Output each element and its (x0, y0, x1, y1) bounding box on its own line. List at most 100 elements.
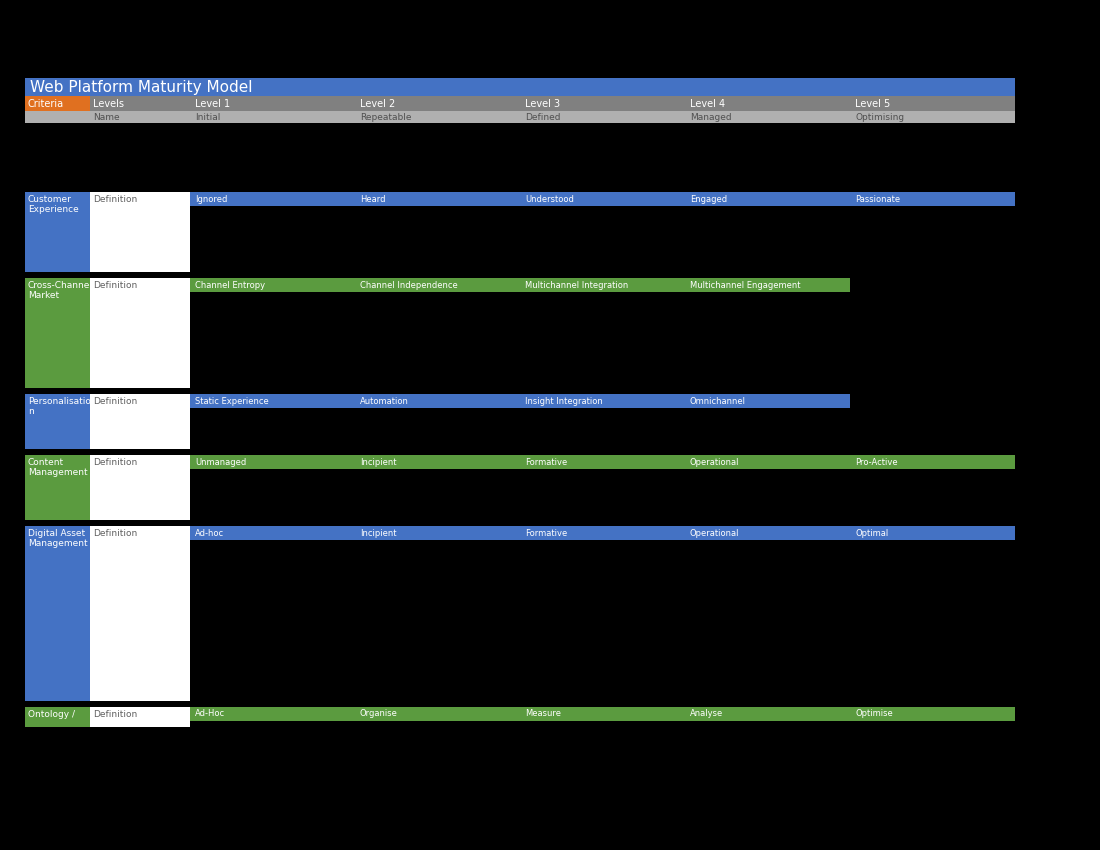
Bar (355, 394, 520, 408)
Bar (355, 192, 520, 206)
Bar (685, 526, 850, 540)
Text: Multichannel Engagement: Multichannel Engagement (690, 280, 801, 290)
Text: Heard: Heard (360, 195, 385, 203)
Text: Definition: Definition (94, 397, 138, 406)
Bar (190, 111, 355, 123)
Text: Criteria: Criteria (28, 99, 64, 109)
Bar (90, 192, 190, 272)
Bar (25, 526, 90, 701)
Bar (25, 78, 1015, 96)
Bar (355, 526, 520, 540)
Text: Formative: Formative (525, 529, 568, 537)
Bar (520, 394, 685, 408)
Bar (25, 278, 90, 388)
Bar (25, 96, 90, 111)
Text: Optimal: Optimal (855, 529, 889, 537)
Bar (355, 455, 520, 469)
Text: Automation: Automation (360, 396, 409, 405)
Text: Level 3: Level 3 (525, 99, 560, 109)
Text: Customer
Experience: Customer Experience (28, 195, 79, 214)
Bar (190, 394, 1015, 449)
Bar (190, 707, 1015, 721)
Bar (90, 455, 190, 520)
Text: Ontology /: Ontology / (28, 710, 75, 719)
Bar (355, 707, 520, 721)
Bar (850, 192, 1015, 206)
Text: Definition: Definition (94, 458, 138, 467)
Text: Cross-Channel
Market: Cross-Channel Market (28, 281, 94, 300)
Text: Repeatable: Repeatable (360, 112, 411, 122)
Bar (520, 455, 685, 469)
Bar (90, 96, 190, 111)
Text: Static Experience: Static Experience (195, 396, 268, 405)
Bar (190, 278, 850, 292)
Bar (90, 526, 190, 701)
Bar (685, 707, 850, 721)
Bar (685, 192, 850, 206)
Bar (190, 192, 1015, 272)
Text: Unmanaged: Unmanaged (195, 457, 246, 467)
Text: Understood: Understood (525, 195, 574, 203)
Bar (850, 455, 1015, 469)
Text: Personalisatio
n: Personalisatio n (28, 397, 91, 416)
Text: Optimising: Optimising (855, 112, 904, 122)
Bar (355, 278, 520, 292)
Bar (190, 526, 355, 540)
Bar (190, 707, 1015, 727)
Bar (90, 394, 190, 449)
Bar (685, 278, 850, 292)
Bar (190, 707, 355, 721)
Bar (355, 96, 520, 111)
Bar (190, 278, 1015, 388)
Bar (190, 278, 355, 292)
Bar (520, 526, 685, 540)
Bar (520, 111, 685, 123)
Bar (685, 394, 850, 408)
Text: Managed: Managed (690, 112, 732, 122)
Text: Analyse: Analyse (690, 710, 724, 718)
Text: Organise: Organise (360, 710, 398, 718)
Text: Multichannel Integration: Multichannel Integration (525, 280, 628, 290)
Text: Defined: Defined (525, 112, 561, 122)
Text: Insight Integration: Insight Integration (525, 396, 603, 405)
Bar (90, 278, 190, 388)
Bar (90, 111, 190, 123)
Bar (190, 394, 850, 408)
Text: Definition: Definition (94, 195, 138, 204)
Text: Level 1: Level 1 (195, 99, 230, 109)
Text: Optimise: Optimise (855, 710, 893, 718)
Text: Levels: Levels (94, 99, 124, 109)
Bar (190, 455, 355, 469)
Bar (190, 526, 1015, 701)
Bar (25, 394, 90, 449)
Bar (850, 526, 1015, 540)
Text: Level 2: Level 2 (360, 99, 395, 109)
Bar (190, 455, 1015, 520)
Text: Ignored: Ignored (195, 195, 228, 203)
Bar (355, 111, 520, 123)
Text: Measure: Measure (525, 710, 561, 718)
Bar (850, 707, 1015, 721)
Text: Definition: Definition (94, 529, 138, 538)
Text: Web Platform Maturity Model: Web Platform Maturity Model (30, 80, 253, 94)
Bar (850, 111, 1015, 123)
Bar (520, 192, 685, 206)
Bar (190, 192, 355, 206)
Text: Initial: Initial (195, 112, 220, 122)
Text: Level 4: Level 4 (690, 99, 725, 109)
Text: Content
Management: Content Management (28, 458, 88, 478)
Bar (190, 455, 1015, 469)
Bar (25, 111, 90, 123)
Text: Incipient: Incipient (360, 457, 396, 467)
Text: Omnichannel: Omnichannel (690, 396, 746, 405)
Bar (190, 192, 1015, 206)
Bar (520, 278, 685, 292)
Bar (25, 192, 90, 272)
Text: Name: Name (94, 112, 120, 122)
Bar (190, 394, 355, 408)
Bar (190, 96, 355, 111)
Text: Ad-Hoc: Ad-Hoc (195, 710, 226, 718)
Text: Definition: Definition (94, 281, 138, 290)
Text: Passionate: Passionate (855, 195, 900, 203)
Text: Channel Independence: Channel Independence (360, 280, 458, 290)
